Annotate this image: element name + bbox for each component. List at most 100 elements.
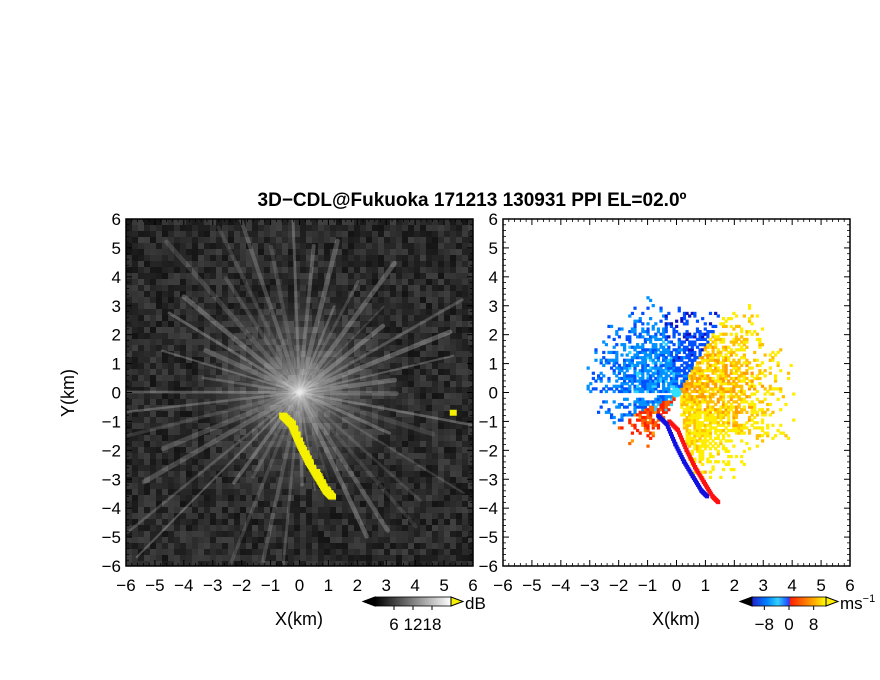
velocity-pixel: [703, 431, 707, 435]
intensity-pixel: [180, 291, 186, 297]
intensity-pixel: [228, 273, 234, 279]
velocity-pixel: [638, 418, 642, 422]
velocity-pixel: [656, 358, 661, 362]
intensity-pixel: [378, 249, 384, 255]
velocity-pixel: [708, 436, 713, 440]
intensity-pixel: [396, 477, 402, 483]
intensity-pixel: [426, 273, 432, 279]
velocity-pixel: [703, 395, 707, 399]
intensity-pixel: [174, 333, 180, 339]
intensity-pixel: [204, 225, 210, 231]
velocity-pixel: [659, 402, 663, 407]
intensity-pixel: [300, 249, 306, 255]
intensity-pixel: [324, 249, 330, 255]
intensity-pixel: [216, 285, 222, 291]
intensity-pixel: [372, 297, 378, 303]
intensity-pixel: [132, 495, 138, 501]
intensity-pixel: [132, 549, 138, 555]
velocity-pixel: [641, 400, 645, 404]
velocity-pixel: [680, 356, 684, 360]
velocity-pixel: [714, 436, 718, 440]
intensity-pixel: [204, 315, 210, 321]
intensity-pixel: [444, 321, 450, 327]
intensity-pixel: [330, 237, 336, 243]
intensity-pixel: [288, 501, 294, 507]
intensity-pixel: [198, 507, 204, 513]
velocity-pixel: [659, 353, 663, 357]
intensity-pixel: [408, 345, 414, 351]
intensity-pixel: [150, 219, 156, 225]
velocity-pixel: [646, 387, 650, 391]
intensity-pixel: [444, 375, 450, 381]
velocity-pixel: [708, 345, 713, 349]
intensity-pixel: [246, 525, 252, 531]
velocity-pixel: [646, 421, 650, 425]
intensity-pixel: [258, 525, 264, 531]
intensity-pixel: [318, 537, 324, 543]
intensity-pixel: [138, 453, 144, 459]
velocity-pixel: [716, 350, 720, 355]
intensity-pixel: [234, 519, 240, 525]
intensity-pixel: [282, 231, 288, 237]
intensity-pixel: [252, 537, 258, 543]
intensity-pixel: [126, 417, 132, 423]
intensity-pixel: [342, 285, 348, 291]
intensity-pixel: [462, 315, 468, 321]
velocity-pixel: [641, 418, 645, 422]
intensity-pixel: [444, 255, 450, 261]
intensity-pixel: [216, 465, 222, 471]
intensity-pixel: [180, 351, 186, 357]
intensity-pixel: [366, 273, 372, 279]
intensity-pixel: [444, 219, 450, 225]
velocity-pixel: [641, 382, 645, 386]
intensity-pixel: [396, 453, 402, 459]
intensity-pixel: [186, 357, 192, 363]
intensity-pixel: [384, 501, 390, 507]
velocity-pixel: [623, 397, 627, 401]
velocity-pixel: [643, 418, 648, 422]
intensity-pixel: [444, 249, 450, 255]
intensity-pixel: [420, 465, 426, 471]
velocity-pixel: [711, 371, 715, 375]
intensity-pixel: [198, 237, 204, 243]
intensity-pixel: [408, 237, 414, 243]
velocity-pixel: [690, 374, 694, 378]
velocity-pixel: [682, 397, 687, 401]
velocity-pixel: [688, 384, 692, 388]
intensity-pixel: [318, 555, 324, 561]
intensity-pixel: [204, 231, 210, 237]
velocity-pixel: [620, 366, 624, 370]
velocity-pixel: [609, 350, 614, 355]
intensity-pixel: [432, 267, 438, 273]
intensity-pixel: [204, 543, 210, 549]
intensity-pixel: [414, 429, 420, 435]
velocity-pixel: [685, 361, 689, 365]
intensity-pixel: [174, 513, 180, 519]
velocity-pixel: [604, 384, 608, 388]
intensity-pixel: [294, 267, 300, 273]
intensity-pixel: [192, 261, 198, 267]
intensity-pixel: [444, 381, 450, 387]
intensity-pixel: [258, 495, 264, 501]
velocity-pixel: [612, 361, 616, 365]
intensity-pixel: [144, 489, 150, 495]
velocity-pixel: [685, 363, 689, 368]
intensity-pixel: [294, 513, 300, 519]
velocity-pixel: [695, 366, 700, 370]
velocity-pixel: [620, 353, 624, 357]
intensity-pixel: [354, 255, 360, 261]
velocity-pixel: [641, 387, 645, 391]
intensity-pixel: [390, 267, 396, 273]
velocity-pixel: [594, 387, 598, 391]
velocity-pixel: [633, 356, 637, 360]
intensity-pixel: [210, 225, 216, 231]
velocity-pixel: [609, 366, 614, 370]
intensity-pixel: [156, 459, 162, 465]
velocity-pixel: [594, 358, 598, 362]
velocity-pixel: [623, 376, 627, 381]
intensity-pixel: [216, 513, 222, 519]
intensity-pixel: [306, 501, 312, 507]
intensity-pixel: [132, 309, 138, 315]
intensity-pixel: [168, 507, 174, 513]
